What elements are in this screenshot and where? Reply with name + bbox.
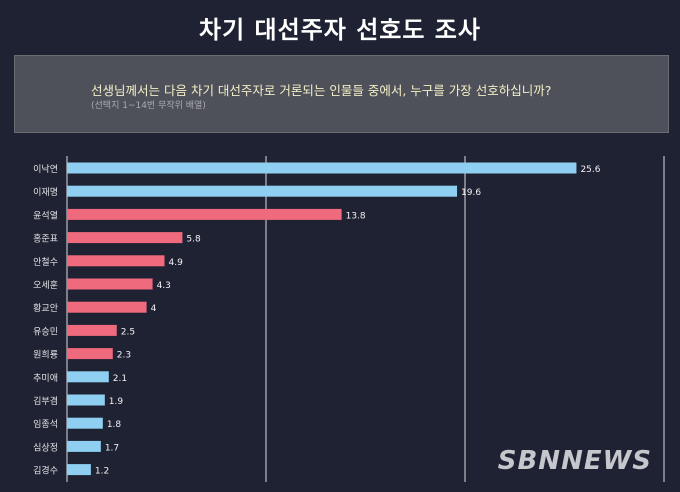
category-label: 추미애 <box>33 373 58 384</box>
bar <box>67 208 342 220</box>
category-label: 유승민 <box>33 326 58 337</box>
bar <box>67 301 147 313</box>
value-label: 2.3 <box>117 351 131 361</box>
value-label: 1.2 <box>95 467 109 477</box>
bar <box>67 255 165 267</box>
bar <box>67 324 117 336</box>
category-label: 임종석 <box>33 418 58 430</box>
watermark: SBNNEWS <box>497 446 652 476</box>
bar <box>67 185 458 197</box>
bar <box>67 464 91 476</box>
category-label: 오세훈 <box>33 279 58 291</box>
value-label: 2.5 <box>121 327 135 337</box>
bar <box>67 348 113 360</box>
category-label: 이재명 <box>33 187 58 198</box>
value-label: 4.3 <box>157 281 171 291</box>
value-label: 13.8 <box>346 211 366 221</box>
bar <box>67 417 103 429</box>
survey-note: (선택지 1~14번 무작위 배열) <box>91 101 206 111</box>
bar <box>67 394 105 406</box>
value-label: 1.9 <box>109 397 124 407</box>
category-label: 김경수 <box>33 465 58 477</box>
survey-question: 선생님께서는 다음 차기 대선주자로 거론되는 인물들 중에서, 누구를 가장 … <box>91 83 552 98</box>
value-label: 1.7 <box>105 443 119 453</box>
value-label: 19.6 <box>461 188 481 198</box>
category-label: 원희룡 <box>33 349 58 361</box>
bar <box>67 440 101 452</box>
value-label: 2.1 <box>113 374 127 384</box>
value-label: 4.9 <box>169 258 184 268</box>
bar <box>67 232 183 244</box>
value-label: 5.8 <box>186 235 201 245</box>
bar <box>67 162 577 174</box>
question-box: 선생님께서는 다음 차기 대선주자로 거론되는 인물들 중에서, 누구를 가장 … <box>14 55 669 133</box>
value-label: 25.6 <box>580 165 600 175</box>
category-label: 홍준표 <box>33 233 58 245</box>
category-label: 황교안 <box>33 303 58 314</box>
category-label: 이낙연 <box>33 164 58 175</box>
bar <box>67 371 109 383</box>
value-label: 4 <box>151 304 157 314</box>
bar <box>67 278 153 290</box>
category-label: 심상정 <box>33 442 58 453</box>
category-label: 윤석열 <box>33 210 58 221</box>
chart-title: 차기 대선주자 선호도 조사 <box>199 16 481 44</box>
value-label: 1.8 <box>107 420 122 430</box>
category-label: 김부겸 <box>33 395 58 407</box>
category-label: 안철수 <box>33 257 58 268</box>
